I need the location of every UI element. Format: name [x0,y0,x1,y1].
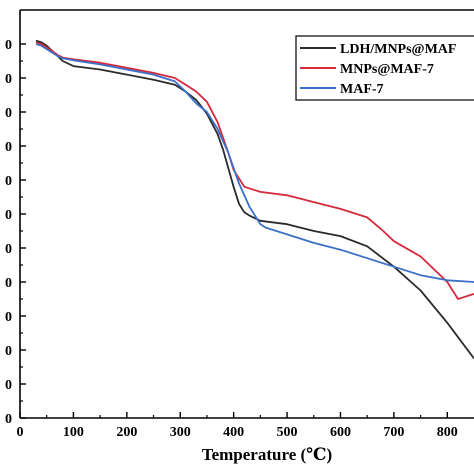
x-axis: 0 100 200 300 400 500 600 700 800 [17,412,458,440]
series-layer [35,39,474,360]
legend-label-3: MAF-7 [340,82,384,97]
legend-label-1: LDH/MNPs@MAF [340,42,456,57]
x-axis-title: Temperature (℃) [202,445,332,464]
y-tick-label: 0 [5,242,12,257]
x-tick-label: 0 [17,425,24,440]
y-tick-label: 0 [5,106,12,121]
y-tick-label: 0 [5,378,12,393]
y-tick-label: 0 [5,208,12,223]
x-tick-label: 700 [383,425,404,440]
x-tick-label: 200 [116,425,137,440]
x-tick-label: 300 [170,425,191,440]
y-tick-label: 0 [5,412,12,427]
y-tick-label: 0 [5,276,12,291]
x-tick-label: 400 [223,425,244,440]
x-tick-label: 100 [63,425,84,440]
x-tick-label: 500 [277,425,298,440]
x-tick-label: 600 [330,425,351,440]
legend-label-2: MNPs@MAF-7 [340,62,434,77]
y-tick-label: 0 [5,38,12,53]
series-line-3 [35,43,474,283]
legend: LDH/MNPs@MAF MNPs@MAF-7 MAF-7 [295,35,474,101]
y-tick-label: 0 [5,72,12,87]
series-line-1 [35,39,474,360]
x-tick-label: 800 [437,425,458,440]
y-tick-label: 0 [5,310,12,325]
y-tick-label: 0 [5,344,12,359]
y-tick-label: 0 [5,174,12,189]
y-axis: 0 0 0 0 0 0 0 0 0 0 0 0 [5,38,26,427]
y-tick-label: 0 [5,140,12,155]
